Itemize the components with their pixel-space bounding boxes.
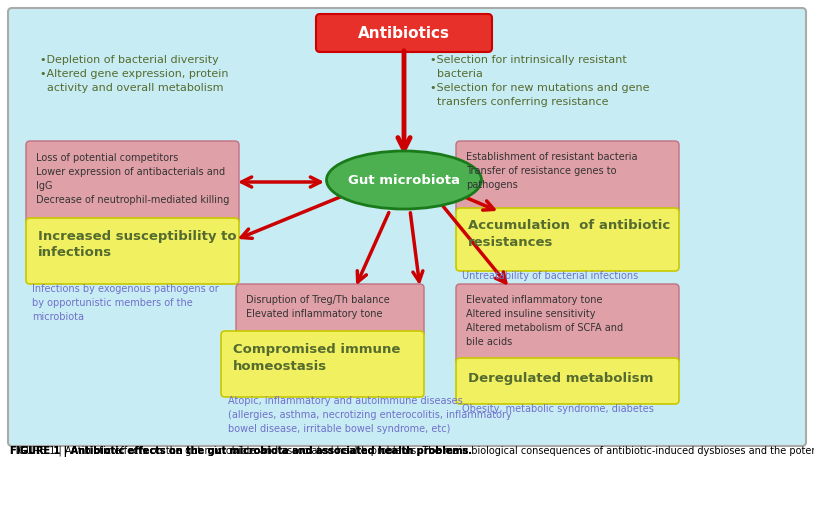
FancyBboxPatch shape (456, 358, 679, 404)
Text: •Selection for intrinsically resistant
  bacteria
•Selection for new mutations a: •Selection for intrinsically resistant b… (430, 55, 650, 107)
FancyBboxPatch shape (456, 208, 679, 271)
Text: Untreatability of bacterial infections: Untreatability of bacterial infections (462, 271, 638, 281)
Text: FIGURE 1 | Antibiotic effects on the gut microbiota and associated health proble: FIGURE 1 | Antibiotic effects on the gut… (10, 446, 814, 456)
Text: Obesity, metabolic syndrome, diabetes: Obesity, metabolic syndrome, diabetes (462, 404, 654, 414)
FancyBboxPatch shape (316, 14, 492, 52)
Text: Establishment of resistant bacteria
Transfer of resistance genes to
pathogens: Establishment of resistant bacteria Tran… (466, 152, 637, 190)
Text: Deregulated metabolism: Deregulated metabolism (468, 372, 654, 385)
FancyBboxPatch shape (26, 141, 239, 224)
Text: FIGURE 1 | Antibiotic effects on the gut microbiota and associated health proble: FIGURE 1 | Antibiotic effects on the gut… (10, 446, 472, 457)
Text: Compromised immune
homeostasis: Compromised immune homeostasis (233, 343, 400, 373)
Ellipse shape (326, 151, 482, 209)
FancyBboxPatch shape (456, 284, 679, 364)
FancyBboxPatch shape (236, 284, 424, 337)
Text: Elevated inflammatory tone
Altered insuline sensitivity
Altered metabolism of SC: Elevated inflammatory tone Altered insul… (466, 295, 624, 347)
FancyBboxPatch shape (456, 141, 679, 214)
Text: Gut microbiota: Gut microbiota (348, 173, 460, 187)
Text: Infections by exogenous pathogens or
by opportunistic members of the
microbiota: Infections by exogenous pathogens or by … (32, 284, 219, 322)
Text: Disruption of Treg/Th balance
Elevated inflammatory tone: Disruption of Treg/Th balance Elevated i… (246, 295, 390, 319)
Text: FIGURE 1 | Antibiotic effects on the gut microbiota and associated health proble: FIGURE 1 | Antibiotic effects on the gut… (10, 446, 472, 457)
FancyBboxPatch shape (221, 331, 424, 397)
Text: Atopic, inflammatory and autoimmune diseases
(allergies, asthma, necrotizing ent: Atopic, inflammatory and autoimmune dise… (228, 396, 512, 434)
Text: Loss of potential competitors
Lower expression of antibacterials and
IgG
Decreas: Loss of potential competitors Lower expr… (36, 153, 230, 205)
Text: Increased susceptibility to
infections: Increased susceptibility to infections (38, 230, 237, 259)
Text: Antibiotics: Antibiotics (358, 26, 450, 40)
Text: •Depletion of bacterial diversity
•Altered gene expression, protein
  activity a: •Depletion of bacterial diversity •Alter… (40, 55, 229, 93)
FancyBboxPatch shape (8, 8, 806, 446)
Text: Accumulation  of antibiotic
resistances: Accumulation of antibiotic resistances (468, 219, 670, 248)
FancyBboxPatch shape (26, 218, 239, 284)
